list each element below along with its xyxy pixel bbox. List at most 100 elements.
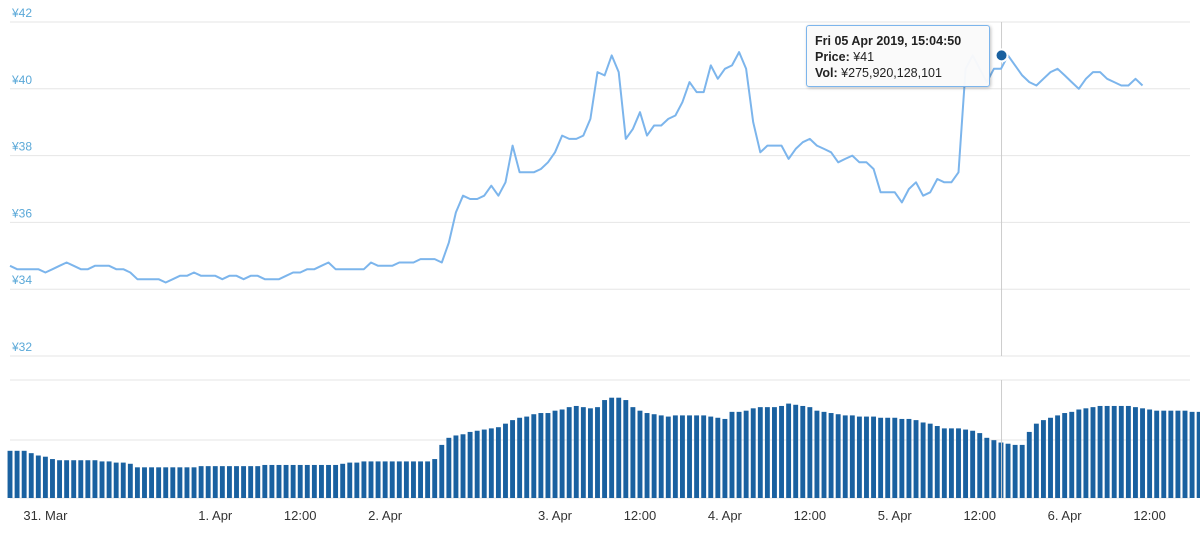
volume-bar (411, 461, 416, 498)
volume-bar (474, 430, 480, 498)
volume-bar (1104, 405, 1110, 498)
x-tick-label: 4. Apr (708, 508, 743, 523)
volume-bar (92, 460, 98, 498)
volume-bar (382, 461, 388, 498)
volume-bar (1062, 413, 1068, 498)
volume-bar (21, 450, 27, 498)
volume-bar (1026, 431, 1032, 498)
volume-bar (403, 461, 409, 498)
volume-bar (219, 466, 225, 498)
tooltip-vol-label: Vol: (815, 66, 838, 80)
volume-bar (99, 461, 105, 498)
volume-bar (580, 407, 586, 498)
x-tick-label: 12:00 (624, 508, 657, 523)
volume-bar (779, 405, 784, 498)
volume-bar (510, 420, 516, 498)
volume-bar (934, 426, 940, 498)
volume-bar (389, 461, 395, 498)
volume-bar (963, 429, 969, 498)
volume-bar (1055, 415, 1061, 498)
volume-bar (255, 466, 261, 498)
volume-bar (1083, 408, 1089, 498)
volume-bar (198, 466, 204, 498)
tooltip-price-row: Price: ¥41 (815, 49, 981, 65)
volume-bar (566, 407, 572, 498)
volume-bar (651, 414, 657, 498)
x-tick-label: 12:00 (963, 508, 996, 523)
volume-bar (587, 408, 593, 498)
volume-bar (304, 464, 310, 498)
volume-bar (1033, 423, 1039, 498)
volume-bar (722, 418, 728, 498)
volume-bar (970, 430, 976, 498)
volume-bar (609, 397, 615, 498)
volume-bar (665, 416, 671, 498)
x-tick-label: 1. Apr (198, 508, 233, 523)
volume-bar (368, 461, 374, 498)
volume-bar (28, 453, 34, 498)
volume-bar (956, 428, 961, 498)
volume-bar (226, 466, 232, 498)
y-tick-label: ¥34 (11, 273, 32, 287)
volume-bar (446, 437, 452, 498)
volume-bar (1140, 408, 1145, 498)
volume-bar (234, 466, 239, 498)
volume-bar (460, 434, 466, 498)
volume-bar (786, 403, 792, 498)
volume-bar (906, 418, 912, 498)
volume-bar (163, 467, 169, 498)
volume-bar (1196, 411, 1200, 498)
volume-bar (191, 467, 197, 498)
volume-bar (524, 416, 530, 498)
volume-bar (793, 404, 799, 498)
volume-bar (1182, 410, 1188, 498)
y-tick-label: ¥38 (11, 140, 32, 154)
volume-bar (835, 414, 841, 498)
volume-bar (573, 405, 579, 498)
y-tick-label: ¥36 (11, 206, 32, 220)
x-tick-label: 12:00 (284, 508, 317, 523)
x-tick-label: 12:00 (794, 508, 827, 523)
volume-bar (503, 423, 508, 498)
volume-bar (495, 427, 501, 498)
volume-bar (602, 400, 608, 498)
volume-bar (736, 411, 742, 498)
volume-bar (948, 428, 954, 498)
volume-bar (290, 464, 296, 498)
volume-bar (892, 417, 898, 498)
volume-bar (750, 408, 756, 498)
tooltip-price-value: ¥41 (853, 50, 875, 64)
volume-bar (687, 415, 692, 498)
volume-bar (1189, 411, 1195, 498)
volume-bar (71, 460, 77, 498)
volume-bar (814, 410, 820, 498)
volume-bar (1012, 444, 1018, 498)
volume-bar (856, 416, 862, 498)
volume-bar (340, 463, 346, 498)
volume-bar (425, 461, 431, 498)
volume-bar (1019, 444, 1025, 498)
x-tick-label: 12:00 (1133, 508, 1166, 523)
volume-bar (35, 455, 41, 498)
volume-bar (177, 467, 183, 498)
volume-bar (644, 413, 650, 498)
volume-bar (899, 418, 905, 498)
x-tick-label: 3. Apr (538, 508, 573, 523)
volume-bar (708, 416, 714, 498)
volume-bar (149, 467, 155, 498)
volume-bar (552, 410, 558, 498)
volume-bar (715, 417, 721, 498)
volume-bar (78, 460, 84, 498)
volume-bar (679, 415, 685, 498)
volume-bar (1147, 409, 1153, 498)
volume-bar (757, 407, 763, 498)
volume-bar (1005, 443, 1011, 498)
volume-bar (772, 407, 777, 498)
volume-bar (842, 415, 848, 498)
volume-bar (1154, 410, 1160, 498)
volume-bar (248, 466, 254, 498)
volume-bar (864, 416, 869, 498)
tooltip-date: Fri 05 Apr 2019, 15:04:50 (815, 34, 962, 48)
volume-bar (517, 417, 523, 498)
volume-bar (637, 410, 643, 498)
